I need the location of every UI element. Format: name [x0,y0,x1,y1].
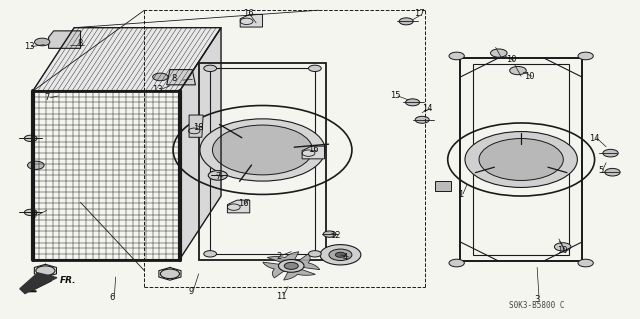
Text: 17: 17 [413,9,424,18]
Text: 14: 14 [422,104,433,113]
Text: 12: 12 [330,231,340,240]
Circle shape [204,251,216,257]
Text: 8: 8 [78,39,83,48]
Text: 7: 7 [45,93,50,102]
Circle shape [200,119,325,181]
Polygon shape [267,252,299,263]
Polygon shape [227,200,250,213]
Circle shape [605,168,620,176]
Circle shape [323,231,336,237]
Text: FR.: FR. [60,276,77,285]
Circle shape [278,260,304,272]
Polygon shape [263,262,285,278]
Text: 5: 5 [598,166,604,175]
Text: 2: 2 [276,252,282,261]
Circle shape [24,209,37,216]
Circle shape [24,135,37,142]
Circle shape [230,134,294,166]
Circle shape [399,18,413,25]
Circle shape [415,116,429,123]
Circle shape [208,171,227,180]
Text: 4: 4 [343,254,348,263]
Text: 9: 9 [188,287,194,296]
Circle shape [578,52,593,60]
Text: 15: 15 [390,92,401,100]
Text: 10: 10 [524,72,534,81]
Circle shape [36,266,55,275]
Polygon shape [534,161,557,174]
Text: 16: 16 [243,9,254,18]
Polygon shape [49,31,81,48]
Circle shape [578,259,593,267]
Text: S0K3-B5800 C: S0K3-B5800 C [509,301,565,310]
Polygon shape [33,28,221,91]
Circle shape [204,65,216,71]
Circle shape [449,259,465,267]
Circle shape [490,144,552,175]
Polygon shape [486,161,509,174]
Text: 16: 16 [308,145,319,154]
Polygon shape [508,143,534,150]
Polygon shape [189,115,203,137]
Circle shape [490,49,507,57]
Text: 1: 1 [458,190,463,199]
Circle shape [35,38,50,46]
Polygon shape [281,137,307,156]
Circle shape [465,131,577,188]
Circle shape [161,269,179,278]
Text: 10: 10 [557,246,568,255]
Polygon shape [167,70,195,85]
Polygon shape [297,254,320,270]
Text: 14: 14 [589,134,600,143]
Polygon shape [179,28,221,260]
Text: 3: 3 [534,295,540,304]
Circle shape [153,73,168,81]
Text: 7: 7 [215,173,221,182]
Circle shape [449,52,465,60]
Circle shape [507,152,535,167]
Circle shape [308,65,321,71]
Polygon shape [221,128,257,145]
Circle shape [244,141,280,159]
Text: 8: 8 [172,74,177,83]
Circle shape [509,66,526,75]
Circle shape [329,249,352,261]
Circle shape [284,263,298,269]
Text: 10: 10 [506,55,517,64]
Polygon shape [284,269,316,280]
Text: 16: 16 [238,199,249,208]
Text: 11: 11 [276,292,287,300]
Polygon shape [20,273,57,293]
Circle shape [554,243,571,251]
Text: 13: 13 [152,85,163,94]
Polygon shape [230,158,266,173]
Circle shape [335,252,346,257]
Text: 6: 6 [110,293,115,302]
Circle shape [28,161,44,169]
Text: 13: 13 [24,42,35,51]
Polygon shape [435,181,451,191]
Circle shape [406,99,420,106]
Polygon shape [302,146,324,159]
Circle shape [308,251,321,257]
Circle shape [212,125,312,175]
Text: 18: 18 [193,123,204,132]
Polygon shape [240,14,262,27]
Circle shape [320,245,361,265]
Circle shape [603,149,618,157]
Text: 9: 9 [31,211,36,219]
Circle shape [479,138,563,181]
